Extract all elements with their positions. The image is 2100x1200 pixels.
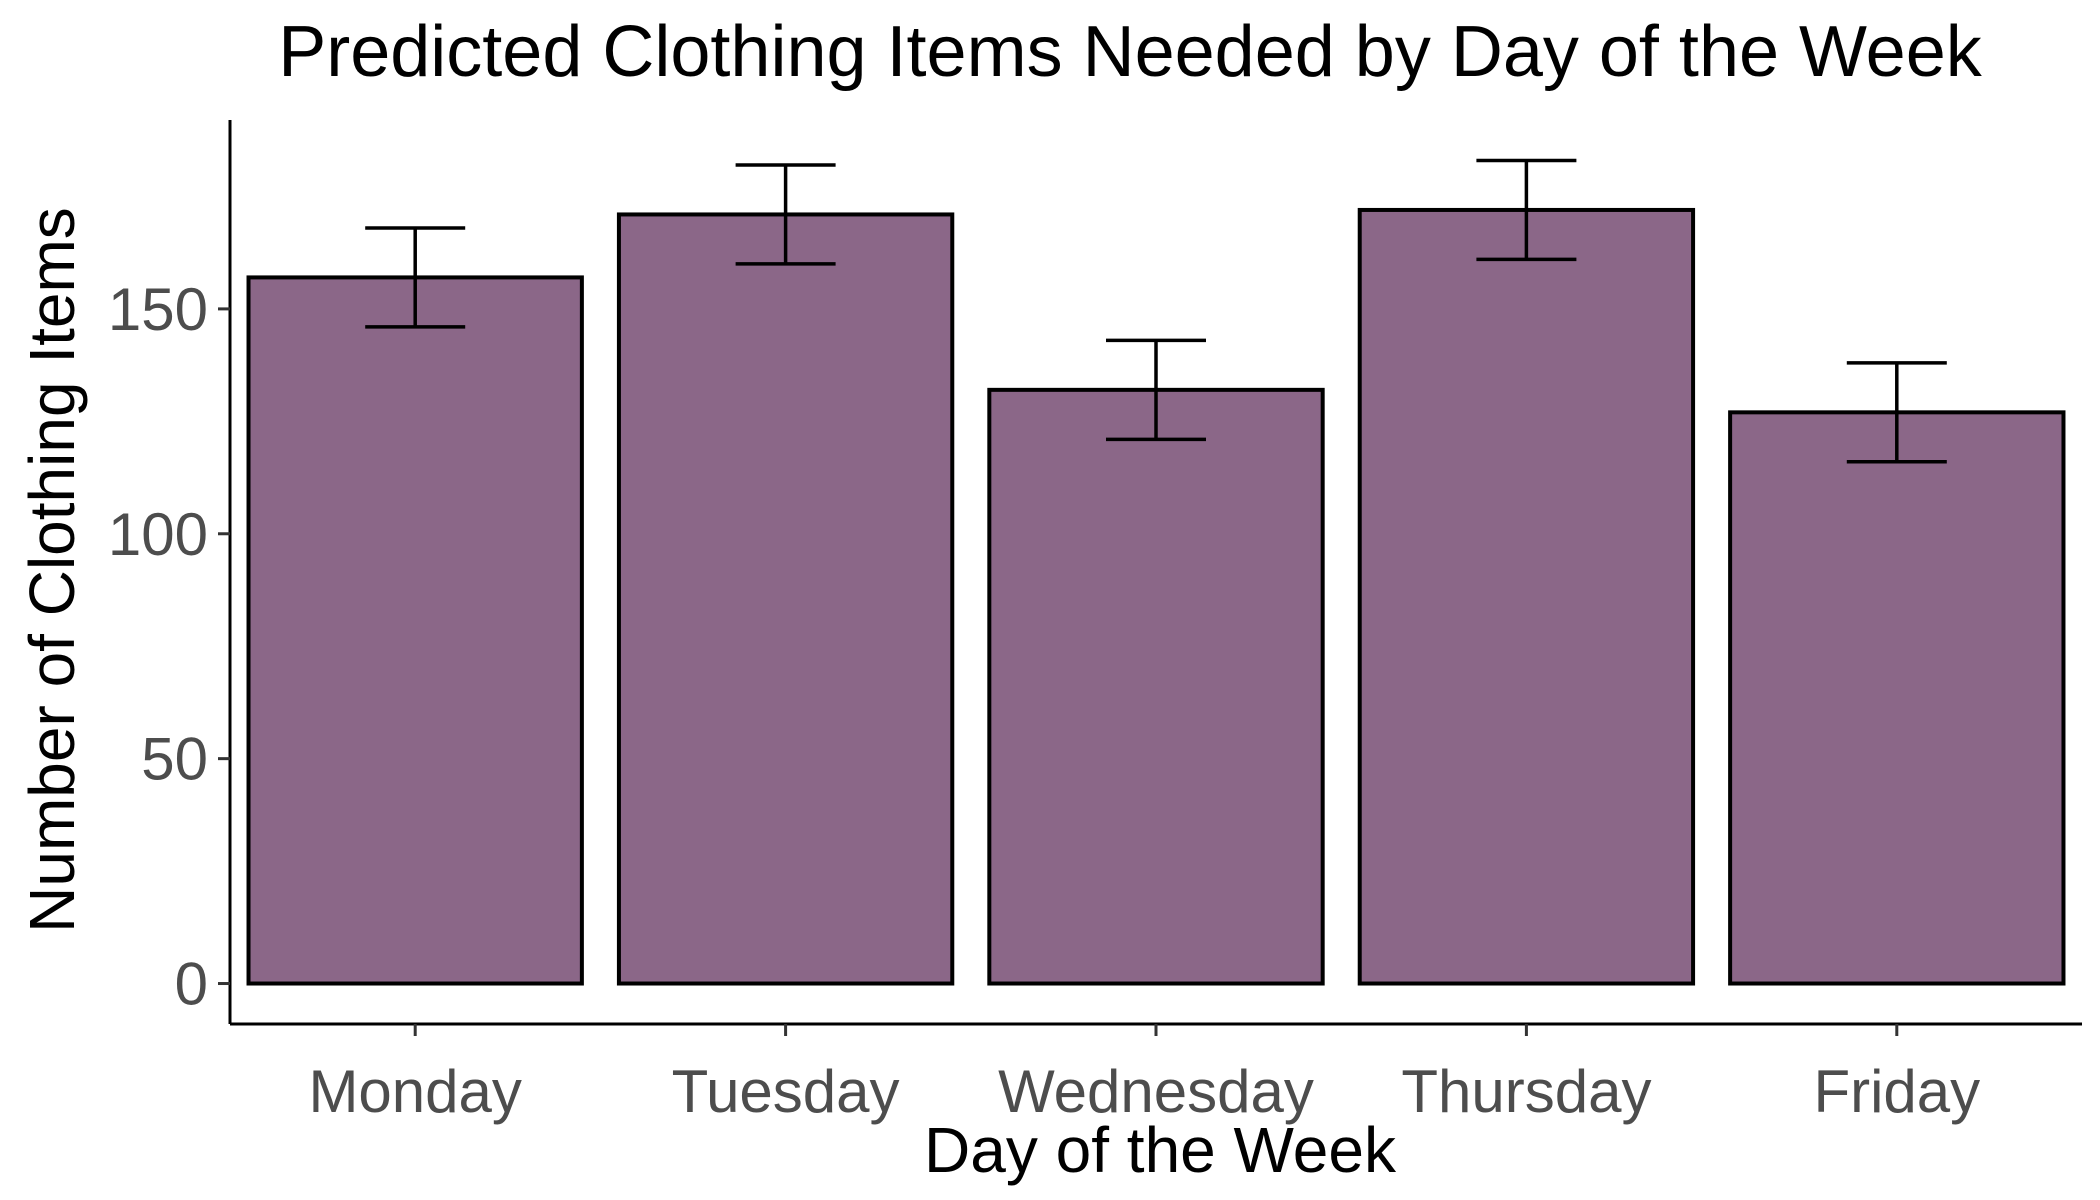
y-tick-label-150: 150 [108,276,208,343]
error-bar-thursday [1476,158,1577,262]
plot-area: 0 50 100 150 Monday Tuesday Wednesday Thursday F… [108,120,2082,1125]
y-axis-title: Number of Clothing Items [16,207,88,933]
y-tick-label-100: 100 [108,501,208,568]
bar-monday [246,275,584,986]
error-bar-wednesday [1106,338,1206,442]
y-tick-label-50: 50 [141,726,208,793]
x-tick-label-monday: Monday [308,1058,521,1125]
y-tick-label-0: 0 [175,951,208,1018]
bar-thursday [1357,207,1696,986]
x-tick-label-friday: Friday [1813,1058,1980,1125]
chart-title: Predicted Clothing Items Needed by Day o… [278,12,1983,92]
error-bar-friday [1846,361,1947,464]
error-bar-monday [365,226,466,329]
x-tick-label-thursday: Thursday [1401,1058,1651,1125]
bar-tuesday [616,212,955,986]
bar-friday [1728,410,2066,986]
error-bar-tuesday [735,163,836,266]
x-tick-label-tuesday: Tuesday [672,1058,900,1125]
x-axis-title: Day of the Week [924,1114,1397,1186]
bar-wednesday [987,387,1325,986]
x-tick-label-wednesday: Wednesday [998,1058,1314,1125]
